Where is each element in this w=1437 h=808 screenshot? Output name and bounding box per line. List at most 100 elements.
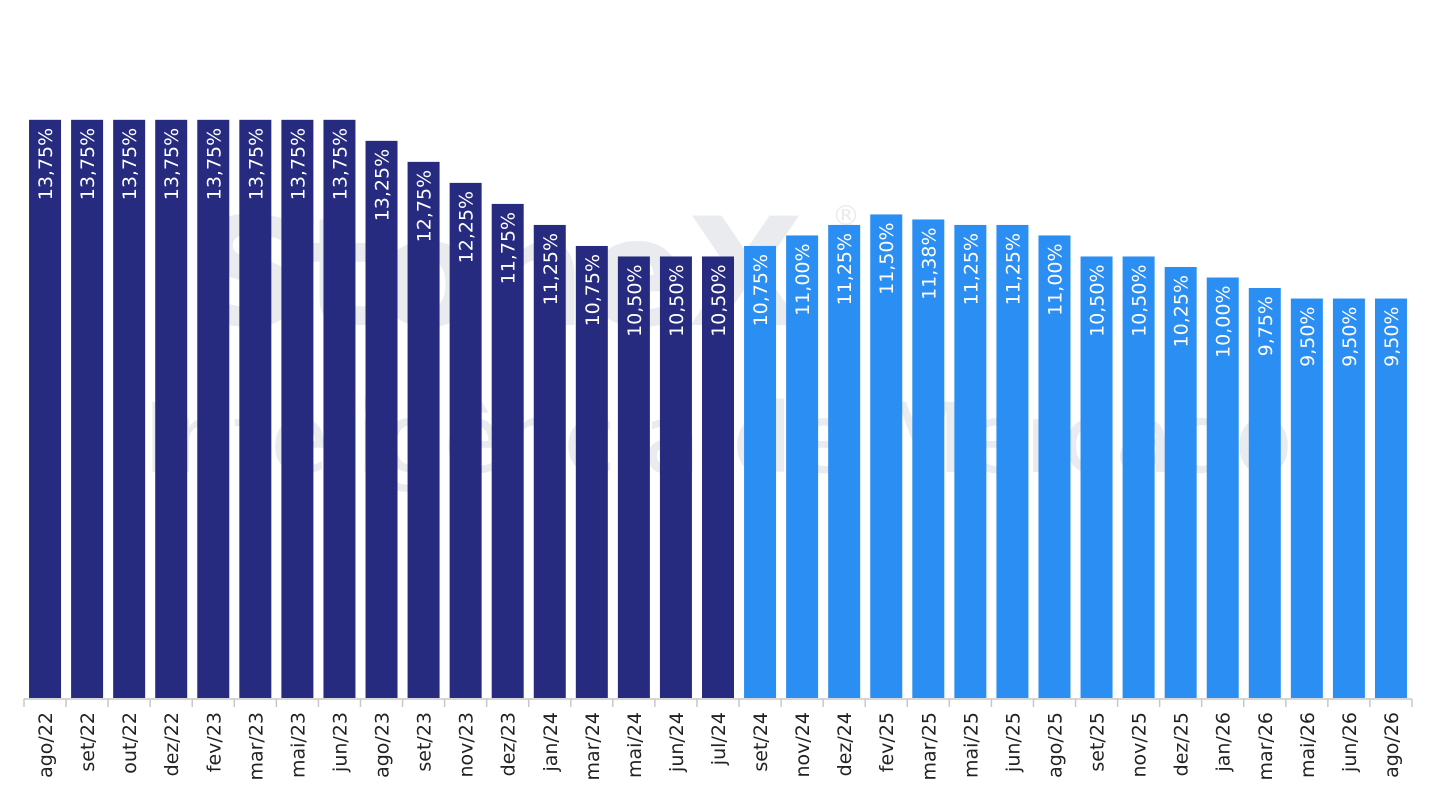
bar-ago-26 (1374, 298, 1407, 698)
x-tick-label: ago/23 (372, 712, 394, 778)
bar-value-label: 10,25% (1171, 275, 1193, 347)
x-tick-label: dez/24 (834, 712, 856, 776)
bar-value-label: 13,25% (372, 149, 394, 221)
bar-value-label: 10,50% (666, 264, 688, 336)
bar-value-label: 13,75% (329, 128, 351, 200)
bar-value-label: 12,75% (414, 170, 436, 242)
bar-set-23 (407, 161, 440, 699)
bar-mar-26 (1248, 288, 1281, 698)
bar-fev-23 (197, 119, 230, 698)
x-tick-label: set/25 (1087, 712, 1109, 772)
x-tick-label: nov/25 (1129, 712, 1151, 778)
bar-value-label: 11,50% (876, 222, 898, 294)
bar-jun-23 (323, 119, 356, 698)
bar-mai-26 (1290, 298, 1323, 698)
x-tick-label: mai/26 (1297, 712, 1319, 778)
bar-jun-26 (1332, 298, 1365, 698)
x-axis-tick-labels: ago/22 set/22 out/22 dez/22 fev/23 mar/23 mai/… (35, 712, 1403, 781)
x-tick-label: nov/23 (456, 712, 478, 778)
bar-set-25 (1080, 256, 1113, 698)
x-tick-label: jun/26 (1339, 712, 1361, 773)
x-tick-label: set/24 (750, 712, 772, 772)
bar-ago-23 (365, 140, 398, 698)
bar-value-label: 13,75% (35, 128, 57, 200)
bar-dez-24 (828, 224, 861, 698)
x-tick-label: ago/22 (35, 712, 57, 778)
bar-mai-24 (617, 256, 650, 698)
bar-value-label: 13,75% (245, 128, 267, 200)
x-tick-label: fev/25 (876, 712, 898, 772)
bar-value-label: 9,50% (1381, 307, 1403, 367)
bar-out-22 (113, 119, 146, 698)
bar-value-label: 9,75% (1255, 296, 1277, 356)
bar-value-label: 10,50% (1129, 264, 1151, 336)
x-tick-label: dez/25 (1171, 712, 1193, 776)
bar-value-label: 11,75% (498, 212, 520, 284)
bar-dez-22 (155, 119, 188, 698)
bar-jun-24 (659, 256, 692, 698)
bar-mai-25 (954, 224, 987, 698)
bar-mai-23 (281, 119, 314, 698)
bar-fev-25 (870, 214, 903, 699)
bar-value-label: 13,75% (203, 128, 225, 200)
x-tick-label: ago/25 (1044, 712, 1066, 778)
bar-value-label: 11,25% (834, 233, 856, 305)
x-tick-label: jan/26 (1213, 712, 1235, 773)
bar-jan-24 (533, 224, 566, 698)
bar-value-label: 10,00% (1213, 286, 1235, 358)
bar-jun-25 (996, 224, 1029, 698)
x-tick-label: set/23 (414, 712, 436, 772)
bar-nov-25 (1122, 256, 1155, 698)
bar-value-label: 10,75% (750, 254, 772, 326)
x-tick-label: dez/22 (161, 712, 183, 776)
bar-value-label: 13,75% (161, 128, 183, 200)
x-tick-label: ago/26 (1381, 712, 1403, 778)
bar-mar-24 (575, 245, 608, 698)
x-tick-label: fev/23 (203, 712, 225, 772)
bar-jul-24 (702, 256, 734, 698)
x-tick-label: dez/23 (498, 712, 520, 776)
bar-value-label: 13,75% (287, 128, 309, 200)
bar-set-24 (744, 245, 777, 698)
x-tick-label: jul/24 (708, 712, 730, 766)
bar-nov-23 (449, 182, 482, 698)
bar-value-label: 11,00% (792, 243, 814, 315)
bar-value-label: 10,50% (1087, 264, 1109, 336)
bars-group (29, 119, 1407, 699)
bar-value-label: 9,50% (1339, 307, 1361, 367)
x-tick-label: mar/23 (245, 712, 267, 781)
x-tick-label: mar/24 (582, 712, 604, 781)
x-tick-label: set/22 (77, 712, 99, 772)
x-axis-ticks (23, 699, 1413, 707)
bar-value-label: 11,25% (1002, 233, 1024, 305)
bar-dez-23 (491, 203, 524, 698)
x-tick-label: jun/25 (1002, 712, 1024, 773)
bar-value-label: 10,75% (582, 254, 604, 326)
x-tick-label: mai/25 (960, 712, 982, 778)
x-tick-label: out/22 (119, 712, 141, 774)
bar-mar-23 (239, 119, 272, 698)
bar-labels-group: 13,75% 13,75% 13,75% 13,75% 13,75% 13,75% 13,7… (35, 128, 1403, 367)
bar-dez-25 (1164, 266, 1197, 698)
x-tick-label: mar/25 (918, 712, 940, 781)
bar-jan-26 (1206, 277, 1239, 698)
x-tick-label: mai/24 (624, 712, 646, 778)
bar-value-label: 11,25% (540, 233, 562, 305)
bar-nov-24 (786, 235, 819, 698)
bar-value-label: 10,50% (708, 264, 730, 336)
bar-value-label: 10,50% (624, 264, 646, 336)
bar-ago-25 (1038, 235, 1071, 698)
x-tick-label: mai/23 (287, 712, 309, 778)
bar-value-label: 13,75% (77, 128, 99, 200)
x-tick-label: jan/24 (540, 712, 562, 773)
bar-value-label: 11,00% (1044, 243, 1066, 315)
bar-mar-25 (912, 219, 945, 698)
x-tick-label: nov/24 (792, 712, 814, 778)
bar-ago-22 (29, 119, 62, 698)
bar-value-label: 11,38% (918, 227, 940, 299)
bar-value-label: 11,25% (960, 233, 982, 305)
bar-value-label: 9,50% (1297, 307, 1319, 367)
x-tick-label: mar/26 (1255, 712, 1277, 781)
bar-value-label: 12,25% (456, 191, 478, 263)
